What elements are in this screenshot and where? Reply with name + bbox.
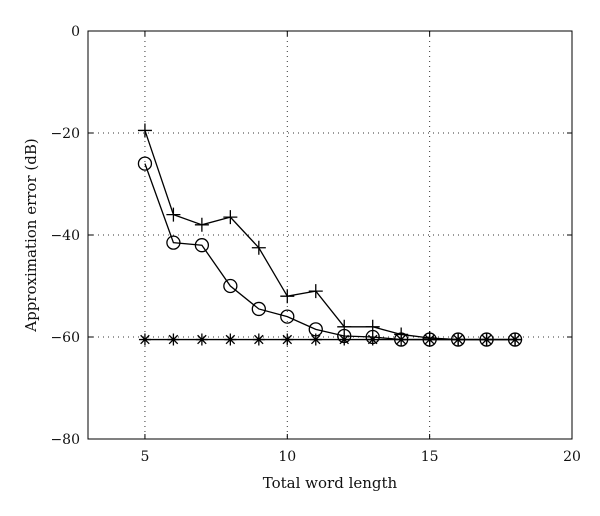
data-point-circle: [223, 278, 238, 294]
data-point-plus: [337, 319, 352, 334]
y-tick-label: 0: [71, 24, 80, 40]
y-tick-label: −80: [50, 432, 80, 448]
data-point-plus: [365, 319, 380, 334]
data-point-asterisk: [423, 333, 436, 346]
y-tick-label: −60: [50, 330, 80, 346]
data-point-circle: [251, 301, 266, 317]
data-point-asterisk: [195, 333, 208, 346]
data-point-asterisk: [509, 333, 522, 346]
y-tick-label: −40: [50, 228, 80, 244]
data-point-asterisk: [338, 333, 351, 346]
data-point-plus: [280, 289, 295, 304]
data-point-asterisk: [395, 333, 408, 346]
series-asterisk: [138, 333, 522, 346]
data-point-circle: [280, 309, 295, 324]
data-point-plus: [166, 207, 181, 222]
data-point-asterisk: [281, 333, 294, 346]
data-point-circle: [194, 238, 210, 253]
data-point-plus: [223, 210, 238, 225]
x-axis-label: Total word length: [263, 474, 398, 492]
data-point-asterisk: [366, 333, 379, 346]
data-point-plus: [251, 240, 266, 255]
series-circle: [137, 156, 523, 347]
data-point-plus: [137, 123, 152, 138]
plot-frame: [87, 30, 573, 440]
data-point-circle: [166, 235, 181, 250]
data-point-asterisk: [452, 333, 465, 346]
data-point-circle: [137, 156, 153, 171]
data-point-asterisk: [167, 333, 180, 346]
data-point-plus: [194, 217, 209, 232]
y-tick-label: −20: [50, 126, 80, 142]
series-plus: [137, 123, 523, 347]
y-axis-label: Approximation error (dB): [22, 138, 40, 332]
data-point-asterisk: [252, 333, 265, 346]
series-layer: [137, 123, 523, 347]
data-point-asterisk: [309, 333, 322, 346]
x-tick-label: 5: [140, 449, 149, 465]
x-tick-label: 20: [563, 449, 581, 465]
grid-layer: [88, 31, 572, 439]
series-line-plus: [144, 130, 516, 341]
x-tick-label: 10: [278, 449, 296, 465]
data-point-asterisk: [138, 333, 151, 346]
data-point-asterisk: [480, 333, 493, 346]
x-tick-label: 15: [421, 449, 439, 465]
data-point-plus: [308, 284, 323, 299]
data-point-asterisk: [224, 333, 237, 346]
axis-layer: 5 10 15 20 0 −20 −40 −60 −80: [50, 24, 580, 465]
